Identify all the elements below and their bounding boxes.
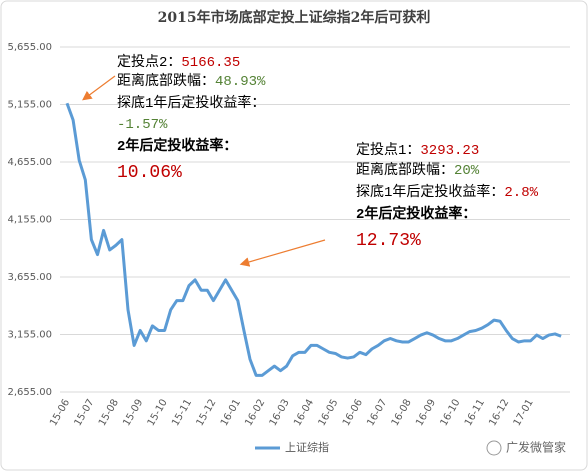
annotation-line: 2年后定投收益率：	[117, 137, 237, 155]
y-tick-label: 5,655.00	[7, 42, 52, 53]
annotation-line: 定投点2：5166.35	[117, 54, 240, 71]
y-tick-label: 5,155.00	[7, 100, 52, 111]
y-tick-label: 4,155.00	[7, 215, 52, 226]
annotation-text: 2年后定投收益率：	[356, 205, 476, 223]
annotation-line: 12.73%	[356, 231, 421, 251]
annotation-text: 3293.23	[420, 143, 479, 159]
annotation-text: -1.57%	[117, 117, 168, 133]
annotation-line: 10.06%	[117, 163, 182, 183]
y-tick-label: 4,655.00	[7, 157, 52, 168]
annotation-text: 2年后定投收益率：	[117, 137, 237, 155]
annotation-text: 20%	[454, 163, 480, 179]
annotation-line: 2年后定投收益率：	[356, 205, 476, 223]
annotation-text: 5166.35	[181, 55, 240, 71]
chart-title: 2015年市场底部定投上证综指2年后可获利	[158, 9, 431, 26]
annotation-text: 2.8%	[504, 185, 538, 201]
annotation-text: 10.06%	[117, 163, 182, 183]
watermark-icon	[486, 440, 502, 456]
annotation-text: 探底1年后定投收益率：	[356, 183, 504, 201]
annotation-line: 距离底部跌幅：48.93%	[117, 72, 266, 90]
y-tick-label: 2,655.00	[7, 387, 52, 398]
watermark: 广发微管家	[506, 440, 566, 455]
annotation-line: 距离底部跌幅：20%	[356, 161, 480, 179]
annotation-text: 48.93%	[215, 74, 266, 90]
annotation-line: 探底1年后定投收益率：2.8%	[356, 183, 539, 201]
annotation-text: 探底1年后定投收益率：	[117, 94, 265, 112]
arrow	[239, 239, 326, 267]
annotation-text: 距离底部跌幅：	[356, 161, 454, 178]
legend-label: 上证综指	[285, 440, 329, 454]
annotation-text: 定投点2：	[117, 54, 181, 71]
annotation-line: 探底1年后定投收益率：	[117, 94, 265, 112]
annotation-line: 定投点1：3293.23	[356, 142, 479, 159]
annotation-text: 定投点1：	[356, 142, 420, 159]
annotation-line: -1.57%	[117, 117, 168, 133]
annotation-text: 12.73%	[356, 231, 421, 251]
data-line	[65, 102, 562, 377]
arrow	[82, 75, 116, 101]
y-tick-label: 3,155.00	[7, 330, 52, 341]
y-tick-label: 3,655.00	[7, 272, 52, 283]
annotation-text: 距离底部跌幅：	[117, 72, 215, 89]
